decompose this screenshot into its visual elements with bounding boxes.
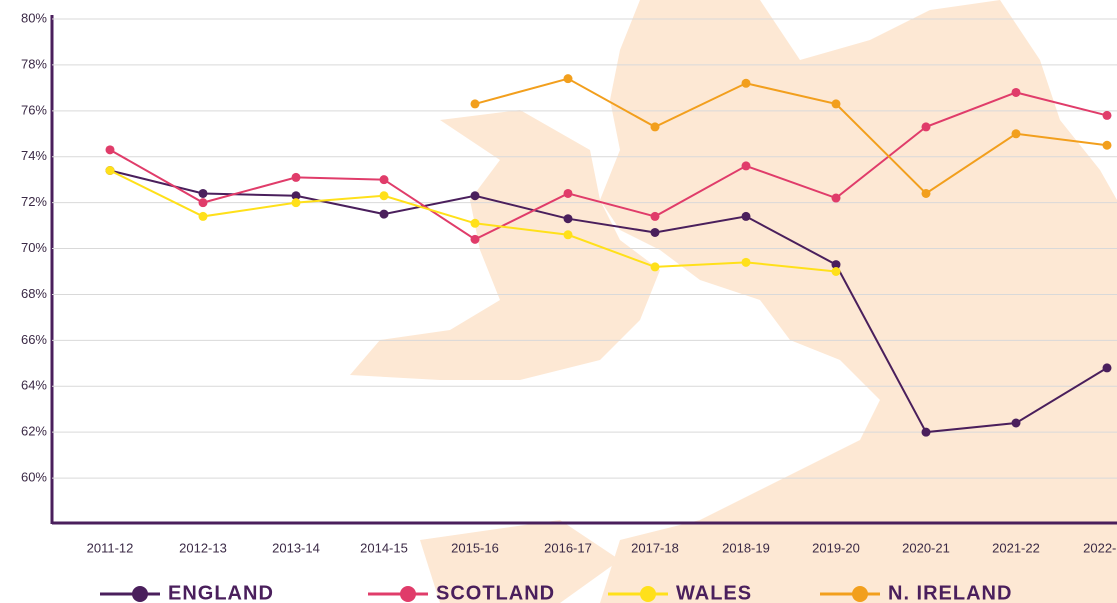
data-point bbox=[291, 198, 301, 208]
x-tick-label: 2016-17 bbox=[544, 540, 592, 555]
data-point bbox=[105, 145, 115, 155]
x-tick-label: 2018-19 bbox=[722, 540, 770, 555]
data-point bbox=[1102, 140, 1112, 150]
x-tick-label: 2022-23 bbox=[1083, 540, 1117, 555]
data-point bbox=[741, 78, 751, 88]
data-point bbox=[650, 227, 660, 237]
data-point bbox=[563, 230, 573, 240]
series-line bbox=[109, 169, 1108, 434]
data-point bbox=[831, 260, 841, 270]
legend-label: WALES bbox=[676, 582, 752, 603]
x-tick-label: 2013-14 bbox=[272, 540, 320, 555]
data-point bbox=[1011, 129, 1021, 139]
data-point bbox=[379, 191, 389, 201]
legend-dot bbox=[640, 586, 656, 602]
x-tick-label: 2011-12 bbox=[87, 540, 134, 555]
y-tick-label: 68% bbox=[21, 286, 47, 301]
data-point bbox=[921, 427, 931, 437]
x-tick-label: 2017-18 bbox=[631, 540, 679, 555]
data-point bbox=[198, 198, 208, 208]
data-point bbox=[470, 218, 480, 228]
data-point bbox=[650, 211, 660, 221]
y-tick-label: 78% bbox=[21, 56, 47, 71]
x-tick-label: 2019-20 bbox=[812, 540, 860, 555]
legend-dot bbox=[132, 586, 148, 602]
data-point bbox=[563, 74, 573, 84]
data-point bbox=[741, 211, 751, 221]
series-line bbox=[109, 91, 1108, 241]
y-tick-label: 70% bbox=[21, 240, 47, 255]
y-tick-label: 76% bbox=[21, 102, 47, 117]
y-tick-label: 64% bbox=[21, 378, 47, 393]
y-tick-label: 72% bbox=[21, 194, 47, 209]
data-point bbox=[198, 211, 208, 221]
data-point bbox=[291, 172, 301, 182]
x-tick-label: 2015-16 bbox=[451, 540, 499, 555]
data-point bbox=[563, 188, 573, 198]
legend-label: N. IRELAND bbox=[888, 582, 1012, 603]
data-point bbox=[379, 175, 389, 185]
data-point bbox=[741, 257, 751, 267]
data-point bbox=[831, 267, 841, 276]
legend-dot bbox=[400, 586, 416, 602]
legend-label: SCOTLAND bbox=[436, 582, 555, 603]
background-map bbox=[350, 0, 1117, 603]
data-point bbox=[198, 188, 208, 198]
data-point bbox=[105, 166, 115, 175]
data-point bbox=[650, 122, 660, 132]
data-point bbox=[921, 188, 931, 198]
data-point bbox=[1011, 87, 1021, 97]
data-point bbox=[921, 122, 931, 132]
legend-label: ENGLAND bbox=[168, 582, 274, 603]
data-point bbox=[563, 214, 573, 224]
legend-dot bbox=[852, 586, 868, 602]
data-point bbox=[1102, 363, 1112, 373]
y-tick-label: 80% bbox=[21, 10, 47, 25]
data-point bbox=[470, 99, 480, 109]
y-tick-label: 62% bbox=[21, 424, 47, 439]
x-tick-label: 2021-22 bbox=[992, 540, 1040, 555]
data-point bbox=[470, 234, 480, 244]
y-tick-label: 60% bbox=[21, 470, 47, 485]
data-point bbox=[831, 193, 841, 203]
data-point bbox=[831, 99, 841, 109]
x-tick-label: 2012-13 bbox=[179, 540, 227, 555]
y-tick-label: 66% bbox=[21, 332, 47, 347]
data-point bbox=[1102, 110, 1112, 120]
data-point bbox=[379, 209, 389, 219]
series-line bbox=[474, 77, 1108, 195]
y-tick-label: 74% bbox=[21, 148, 47, 163]
data-point bbox=[291, 191, 301, 201]
data-point bbox=[650, 262, 660, 272]
data-point bbox=[1011, 418, 1021, 428]
x-tick-label: 2020-21 bbox=[902, 540, 950, 555]
x-tick-label: 2014-15 bbox=[360, 540, 408, 555]
data-point bbox=[741, 161, 751, 171]
data-point bbox=[470, 191, 480, 201]
